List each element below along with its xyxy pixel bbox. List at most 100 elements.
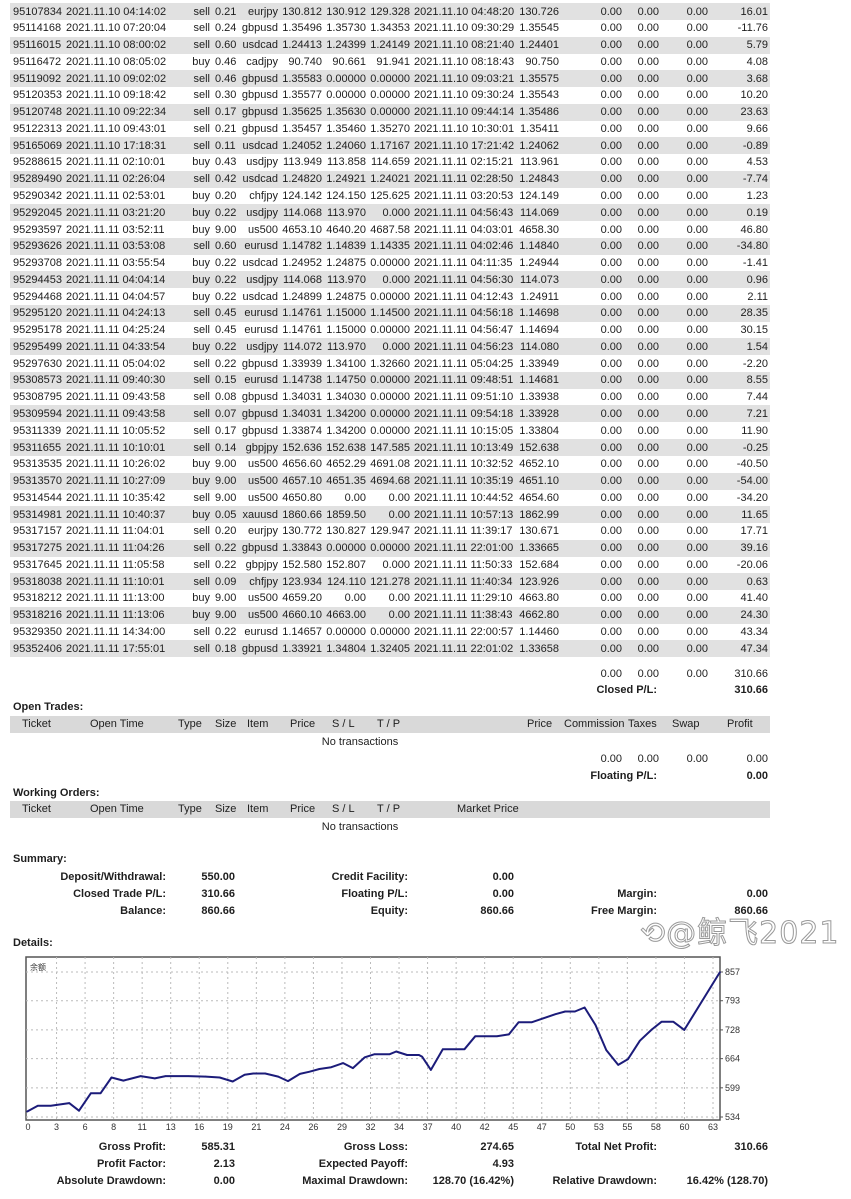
cell-item: eurjpy <box>248 525 278 538</box>
cell-ticket: 95165069 <box>13 139 62 152</box>
cell-taxes: 0.00 <box>637 206 659 219</box>
cell-open-price: 90.740 <box>288 55 322 68</box>
data-point <box>330 1066 333 1068</box>
cell-stop-loss: 113.970 <box>327 273 366 286</box>
cell-item: us500 <box>248 458 278 471</box>
cell-open-price: 1.14761 <box>282 307 322 320</box>
cell-commission: 0.00 <box>600 223 622 236</box>
cell-close-time: 2021.11.11 10:44:52 <box>414 491 514 504</box>
data-point <box>26 1110 28 1113</box>
closed-trade-pl-value: 310.66 <box>201 888 235 900</box>
cell-commission: 0.00 <box>600 55 622 68</box>
cell-stop-loss: 1.14839 <box>326 240 366 253</box>
cell-close-time: 2021.11.11 05:04:25 <box>414 357 514 370</box>
cell-item: gbpusd <box>241 391 278 404</box>
cell-commission: 0.00 <box>600 508 622 521</box>
closed-pl-value: 310.66 <box>734 684 768 696</box>
cell-close-price: 1.14698 <box>519 307 559 320</box>
cell-size: 0.22 <box>215 273 237 286</box>
cell-profit: 17.71 <box>740 525 768 538</box>
cell-item: us500 <box>248 609 278 622</box>
cell-profit: 9.66 <box>746 122 768 135</box>
cell-open-price: 1.24899 <box>282 290 322 303</box>
cell-ticket: 95116015 <box>13 39 62 52</box>
cell-swap: 0.00 <box>686 173 708 186</box>
cell-close-price: 1.33949 <box>519 357 559 370</box>
cell-type: sell <box>193 441 210 454</box>
cell-type: buy <box>192 206 210 219</box>
gross-loss-label: Gross Loss: <box>343 1141 408 1153</box>
cell-swap: 0.00 <box>686 307 708 320</box>
cell-size: 0.46 <box>215 55 237 68</box>
cell-swap: 0.00 <box>686 139 708 152</box>
cell-type: sell <box>193 106 210 119</box>
cell-stop-loss: 1.35630 <box>326 106 366 119</box>
table-row: 95165069 2021.11.10 17:18:31 sell 0.11 usdca… <box>10 137 770 155</box>
cell-open-time: 2021.11.11 04:33:54 <box>66 340 166 353</box>
data-point <box>388 1053 391 1055</box>
cell-item: gbpusd <box>241 642 278 655</box>
cell-size: 0.45 <box>215 307 237 320</box>
cell-take-profit: 0.000 <box>382 558 410 571</box>
cell-close-time: 2021.11.11 04:02:46 <box>414 240 514 253</box>
cell-close-price: 1.35543 <box>519 89 559 102</box>
cell-stop-loss: 1.34030 <box>326 391 366 404</box>
cell-taxes: 0.00 <box>637 39 659 52</box>
cell-close-time: 2021.11.11 04:56:43 <box>414 206 514 219</box>
cell-type: sell <box>193 525 210 538</box>
data-point <box>231 1080 234 1083</box>
cell-item: usdcad <box>242 257 278 270</box>
cell-close-time: 2021.11.11 03:20:53 <box>414 189 514 202</box>
cell-take-profit: 121.278 <box>370 575 410 588</box>
cell-stop-loss: 152.638 <box>326 441 366 454</box>
cell-profit: -1.41 <box>742 257 768 270</box>
absolute-drawdown-label: Absolute Drawdown: <box>56 1175 166 1187</box>
cell-swap: 0.00 <box>686 257 708 270</box>
cell-stop-loss: 4640.20 <box>326 223 366 236</box>
col-ticket: Ticket <box>22 803 51 815</box>
cell-take-profit: 0.00 <box>388 491 410 504</box>
cell-close-price: 124.149 <box>519 189 559 202</box>
cell-swap: 0.00 <box>686 609 708 622</box>
cell-ticket: 95116472 <box>13 55 62 68</box>
open-total-taxes: 0.00 <box>637 752 659 765</box>
cell-size: 0.60 <box>215 39 237 52</box>
cell-type: buy <box>192 189 210 202</box>
cell-item: gbpusd <box>241 72 278 85</box>
cell-close-price: 1.24843 <box>519 173 559 186</box>
cell-swap: 0.00 <box>686 223 708 236</box>
cell-taxes: 0.00 <box>637 625 659 638</box>
cell-type: sell <box>193 39 210 52</box>
cell-open-price: 4653.10 <box>282 223 322 236</box>
cell-taxes: 0.00 <box>637 558 659 571</box>
cell-ticket: 95289490 <box>13 173 62 186</box>
cell-ticket: 95295120 <box>13 307 62 320</box>
cell-open-price: 4657.10 <box>282 475 322 488</box>
col-tp: T / P <box>377 718 401 730</box>
cell-open-price: 114.072 <box>283 340 322 353</box>
cell-swap: 0.00 <box>686 391 708 404</box>
cell-close-price: 152.638 <box>519 441 559 454</box>
working-orders-empty: No transactions <box>321 821 399 833</box>
data-point <box>342 1062 344 1064</box>
cell-ticket: 95314981 <box>13 508 62 521</box>
table-row: 95120353 2021.11.10 09:18:42 sell 0.30 gbpus… <box>10 87 770 104</box>
cell-item: gbpusd <box>241 122 278 135</box>
table-row: 95290342 2021.11.11 02:53:01 buy 0.20 chfjpy… <box>10 187 770 204</box>
cell-take-profit: 91.941 <box>376 55 410 68</box>
cell-close-price: 1.35545 <box>519 22 559 35</box>
cell-profit: 47.34 <box>740 642 768 655</box>
relative-drawdown-value: 16.42% (128.70) <box>686 1175 768 1187</box>
data-point <box>650 1028 653 1031</box>
floating-pl-label: Floating P/L: <box>590 770 657 782</box>
balance-label: Balance: <box>120 905 166 917</box>
cell-swap: 0.00 <box>686 156 708 169</box>
cell-ticket: 95107834 <box>13 5 62 18</box>
cell-size: 0.46 <box>215 72 237 85</box>
cell-close-time: 2021.11.11 09:54:18 <box>414 407 514 420</box>
cell-type: buy <box>192 592 210 605</box>
cell-type: buy <box>192 475 210 488</box>
cell-close-time: 2021.11.11 04:11:35 <box>414 257 513 270</box>
cell-size: 0.30 <box>215 89 237 102</box>
table-row: 95289490 2021.11.11 02:26:04 sell 0.42 usdca… <box>10 170 770 188</box>
